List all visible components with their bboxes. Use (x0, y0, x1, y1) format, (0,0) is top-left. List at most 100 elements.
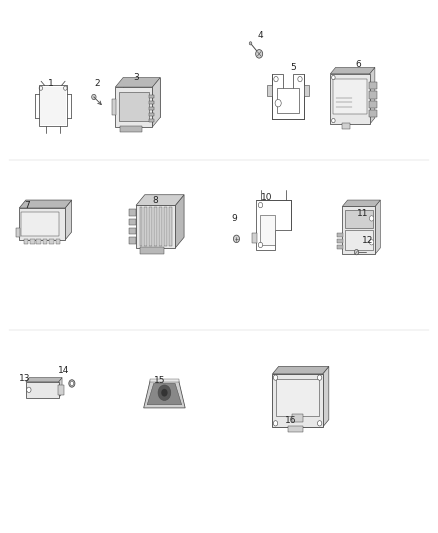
Text: 4: 4 (258, 31, 263, 40)
Circle shape (298, 76, 302, 82)
Bar (130, 209, 137, 215)
Text: 12: 12 (362, 237, 373, 246)
Bar (276, 379, 319, 416)
Bar (130, 228, 137, 235)
Bar (154, 207, 157, 246)
Circle shape (158, 385, 171, 400)
Bar (288, 426, 303, 432)
Polygon shape (123, 77, 160, 117)
Polygon shape (19, 200, 72, 208)
Text: 1: 1 (48, 78, 54, 87)
Bar (292, 414, 303, 422)
Bar (343, 206, 375, 254)
Bar (252, 232, 257, 243)
Bar (149, 207, 152, 246)
Circle shape (69, 379, 75, 387)
Circle shape (274, 76, 278, 82)
Bar (136, 205, 175, 248)
Circle shape (318, 421, 322, 426)
Text: 14: 14 (58, 366, 70, 375)
Bar (16, 228, 20, 237)
Circle shape (249, 42, 252, 45)
Text: 8: 8 (153, 196, 159, 205)
Text: 13: 13 (19, 374, 31, 383)
Polygon shape (323, 367, 329, 427)
Bar (159, 207, 162, 246)
Bar (277, 88, 299, 112)
Bar (115, 87, 152, 127)
Bar (369, 110, 377, 117)
Polygon shape (272, 367, 329, 374)
Polygon shape (330, 67, 375, 74)
Circle shape (332, 75, 335, 79)
Polygon shape (152, 77, 160, 127)
Polygon shape (59, 377, 62, 398)
Bar (149, 101, 154, 104)
Text: 2: 2 (94, 78, 99, 87)
Bar (272, 374, 323, 427)
Polygon shape (175, 195, 184, 248)
Bar (164, 207, 167, 246)
Circle shape (273, 421, 278, 426)
Bar (345, 210, 373, 228)
Text: 5: 5 (290, 63, 296, 71)
Bar (119, 92, 149, 120)
Text: 15: 15 (154, 376, 166, 385)
Bar (337, 233, 343, 237)
Circle shape (369, 216, 374, 221)
Polygon shape (370, 67, 375, 124)
Bar (369, 83, 377, 90)
Polygon shape (267, 85, 272, 96)
Polygon shape (304, 85, 309, 96)
Polygon shape (65, 200, 72, 240)
Bar (19, 208, 65, 240)
Circle shape (369, 240, 374, 245)
Polygon shape (136, 195, 184, 205)
Bar (56, 239, 60, 244)
Bar (337, 239, 343, 243)
Bar (26, 382, 59, 398)
Bar (149, 107, 154, 110)
Bar (260, 215, 276, 245)
Bar (145, 207, 147, 246)
Bar (330, 74, 370, 124)
Bar (43, 239, 47, 244)
Bar (30, 239, 35, 244)
Bar (130, 237, 137, 244)
Bar (345, 230, 373, 250)
Polygon shape (26, 377, 62, 382)
Circle shape (70, 381, 74, 385)
Circle shape (354, 249, 359, 255)
Bar (169, 207, 172, 246)
Circle shape (318, 375, 322, 380)
Circle shape (27, 387, 31, 392)
Bar (149, 95, 154, 98)
Polygon shape (144, 380, 185, 408)
Text: 11: 11 (357, 209, 369, 218)
Bar (333, 79, 367, 114)
Text: 10: 10 (261, 193, 273, 202)
Bar (49, 239, 54, 244)
Bar (369, 92, 377, 99)
Polygon shape (375, 200, 380, 254)
Text: 6: 6 (356, 60, 362, 69)
Circle shape (258, 203, 263, 208)
Circle shape (92, 94, 96, 100)
Bar (120, 126, 142, 132)
Bar (36, 239, 41, 244)
Bar (342, 123, 350, 128)
Circle shape (258, 243, 263, 248)
Text: 9: 9 (231, 214, 237, 223)
Bar (112, 99, 116, 115)
Bar (40, 87, 66, 125)
Bar (369, 101, 377, 108)
Bar (337, 245, 343, 248)
Bar (58, 385, 64, 394)
Polygon shape (115, 77, 160, 87)
Polygon shape (343, 200, 380, 206)
Bar (149, 113, 154, 116)
Circle shape (256, 50, 263, 58)
Circle shape (275, 100, 281, 107)
Bar (24, 239, 28, 244)
Circle shape (233, 235, 240, 243)
